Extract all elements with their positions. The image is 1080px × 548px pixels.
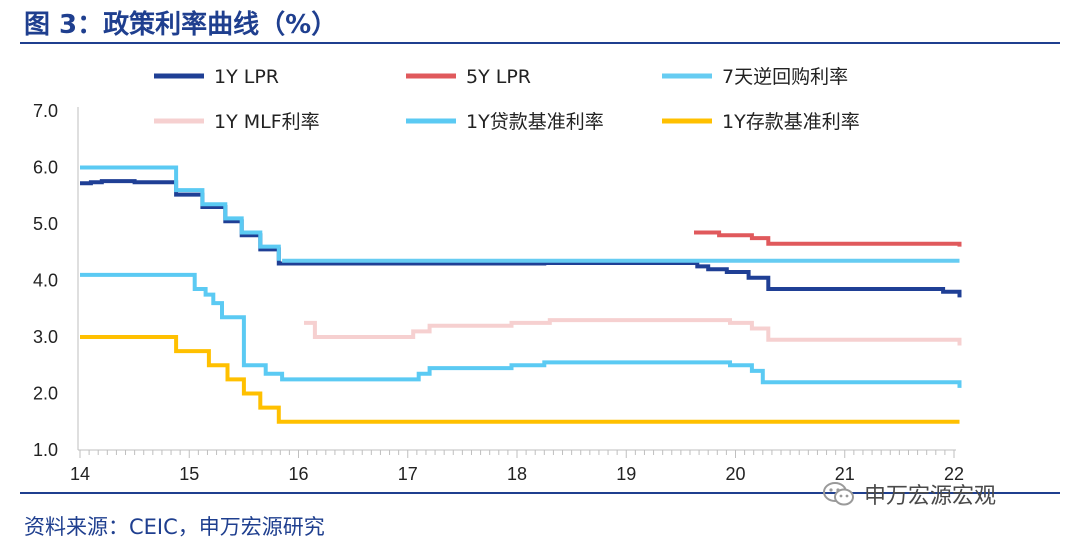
legend-label: 1Y MLF利率	[214, 111, 320, 133]
x-tick-label: 21	[835, 464, 855, 484]
series-line	[304, 318, 962, 346]
series-line	[80, 165, 281, 261]
x-tick-label: 15	[179, 464, 199, 484]
source-note: 资料来源：CEIC，申万宏源研究	[24, 515, 325, 539]
wechat-icon	[823, 482, 854, 506]
x-tick-label: 18	[507, 464, 527, 484]
footer-divider	[20, 492, 1060, 494]
watermark: 申万宏源宏观	[822, 478, 996, 510]
legend-label: 1Y存款基准利率	[722, 111, 860, 133]
legend-label: 1Y LPR	[214, 66, 279, 88]
legend-label: 1Y贷款基准利率	[466, 111, 604, 133]
y-tick-label: 7.0	[33, 101, 58, 121]
legend-label: 5Y LPR	[466, 66, 531, 88]
series-line	[80, 272, 962, 388]
watermark-text: 申万宏源宏观	[864, 484, 997, 509]
legend-label: 7天逆回购利率	[722, 66, 848, 88]
x-tick-label: 14	[70, 464, 90, 484]
x-tick-label: 16	[288, 464, 308, 484]
series-line	[694, 230, 962, 247]
x-tick-label: 20	[725, 464, 745, 484]
y-tick-label: 2.0	[33, 384, 58, 404]
policy-rate-chart: 1.02.03.04.05.06.07.014 15 16 17 18 19 20 21 22 …	[33, 66, 964, 484]
y-tick-label: 6.0	[33, 158, 58, 178]
y-tick-label: 3.0	[33, 327, 58, 347]
series-line	[80, 335, 960, 424]
series-line	[80, 179, 962, 298]
y-tick-label: 4.0	[33, 271, 58, 291]
x-tick-label: 19	[616, 464, 636, 484]
title-divider	[20, 42, 1060, 44]
y-tick-label: 5.0	[33, 214, 58, 234]
page-title: 图 3：政策利率曲线（%）	[24, 10, 338, 40]
y-tick-label: 1.0	[33, 440, 58, 460]
x-tick-label: 22	[944, 464, 964, 484]
x-tick-label: 17	[398, 464, 418, 484]
